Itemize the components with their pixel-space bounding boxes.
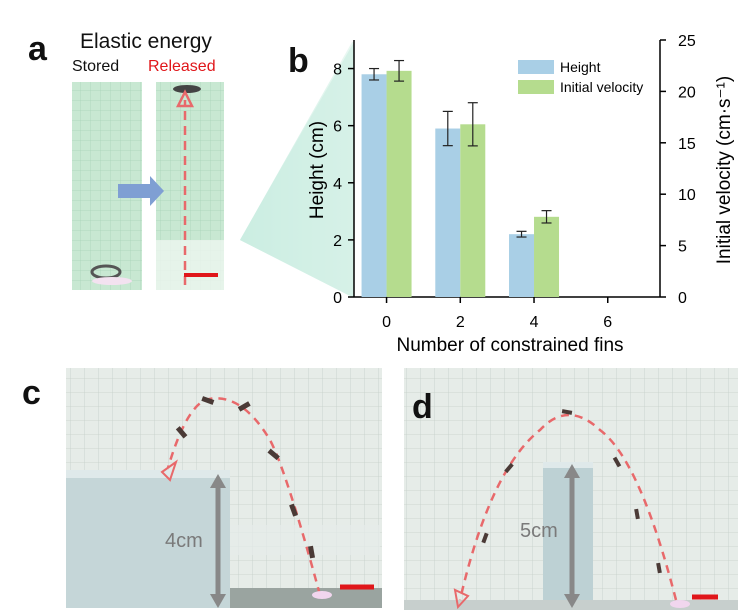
released-robot — [173, 85, 201, 93]
released-label: Released — [148, 58, 216, 75]
bar-initial-velocity — [534, 216, 560, 297]
y-left-tick-label: 2 — [333, 233, 342, 250]
y-right-tick-label: 5 — [678, 239, 687, 256]
x-axis-label: Number of constrained fins — [396, 335, 623, 356]
legend-swatch — [518, 80, 554, 94]
bar-height — [361, 74, 387, 298]
x-tick-label: 6 — [603, 314, 612, 331]
bar-initial-velocity — [460, 124, 486, 298]
bar-height — [509, 234, 535, 297]
panel-c-height-label: 4cm — [165, 530, 203, 552]
legend-label: Initial velocity — [560, 79, 643, 95]
x-tick-label: 0 — [382, 314, 391, 331]
y-left-tick-label: 8 — [333, 62, 342, 79]
bar-height — [435, 128, 461, 297]
x-tick-label: 2 — [456, 314, 465, 331]
y-left-tick-label: 4 — [333, 176, 342, 193]
panel-d-letter: d — [412, 388, 433, 426]
y-axis-left-label: Height (cm) — [307, 121, 328, 219]
bar-chart: 0 2 4 6 8 0 5 10 15 20 25 0 2 4 6 Height Initial velocit… — [307, 33, 735, 356]
y-right-tick-label: 0 — [678, 290, 687, 307]
panel-a-title: Elastic energy — [80, 30, 212, 53]
panel-d-height-label: 5cm — [520, 520, 558, 542]
y-right-tick-label: 10 — [678, 187, 696, 204]
y-right-tick-label: 15 — [678, 136, 696, 153]
y-right-tick-label: 20 — [678, 84, 696, 101]
y-left-tick-label: 6 — [333, 119, 342, 136]
y-axis-right-label: Initial velocity (cm·s⁻¹) — [714, 76, 735, 264]
legend-swatch — [518, 60, 554, 74]
x-tick-label: 4 — [530, 314, 539, 331]
stored-label: Stored — [72, 58, 120, 75]
bar-initial-velocity — [386, 70, 412, 297]
panel-b-letter: b — [288, 42, 309, 80]
panel-d-arrowhead-icon — [453, 588, 470, 610]
panel-c-arrowhead-icon — [160, 459, 178, 482]
panel-a-letter: a — [28, 30, 47, 68]
y-right-tick-label: 25 — [678, 33, 696, 50]
panel-c-letter: c — [22, 374, 41, 412]
trajectory-arrowhead-icon — [175, 89, 195, 108]
legend-label: Height — [560, 59, 601, 75]
y-left-tick-label: 0 — [333, 290, 342, 307]
transition-arrow-icon — [118, 176, 164, 206]
